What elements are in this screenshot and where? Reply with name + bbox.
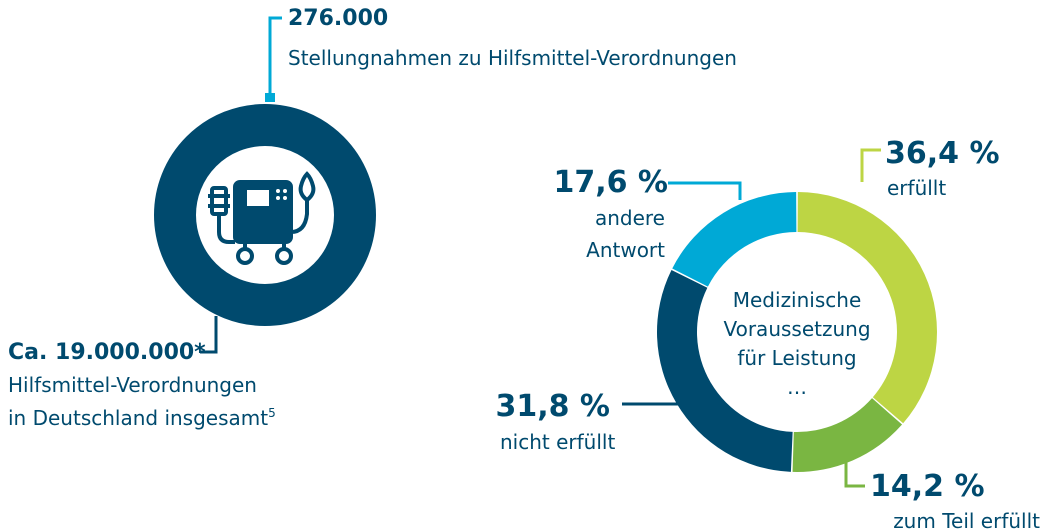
connector [268,16,282,96]
donut-segment [792,398,903,472]
value-label: 17,6 % [553,165,668,200]
donut-segment [797,192,937,424]
center-text: Medizinische [733,288,862,312]
ring [154,104,376,326]
footnote: 5 [268,406,276,420]
category-label: zum Teil erfüllt [893,509,1040,532]
value-label: 14,2 % [870,469,985,504]
category-label: andere [595,206,665,230]
center-text: Voraussetzung [723,317,870,341]
category-label: erfüllt [887,176,946,200]
connector-end [265,93,275,102]
category-label: Antwort [586,238,665,262]
connector [668,181,742,200]
total-number: Ca. 19.000.000* [8,340,206,365]
total-line: in Deutschland insgesamt5 [8,406,276,430]
connector [860,148,881,182]
center-text: … [787,375,807,399]
connector [200,316,218,354]
total-line-text: in Deutschland insgesamt [8,406,268,430]
donut-segment [656,269,793,472]
center-text: für Leistung [737,346,856,370]
statements-label: Stellungnahmen zu Hilfsmittel-Verordnung… [288,46,737,70]
value-label: 31,8 % [495,389,610,424]
device-icon [208,171,316,265]
statements-number: 276.000 [288,6,388,31]
category-label: nicht erfüllt [500,430,615,454]
connector [844,456,865,488]
total-line: Hilfsmittel-Verordnungen [8,373,257,397]
donut-segment [672,192,797,287]
value-label: 36,4 % [885,136,1000,171]
